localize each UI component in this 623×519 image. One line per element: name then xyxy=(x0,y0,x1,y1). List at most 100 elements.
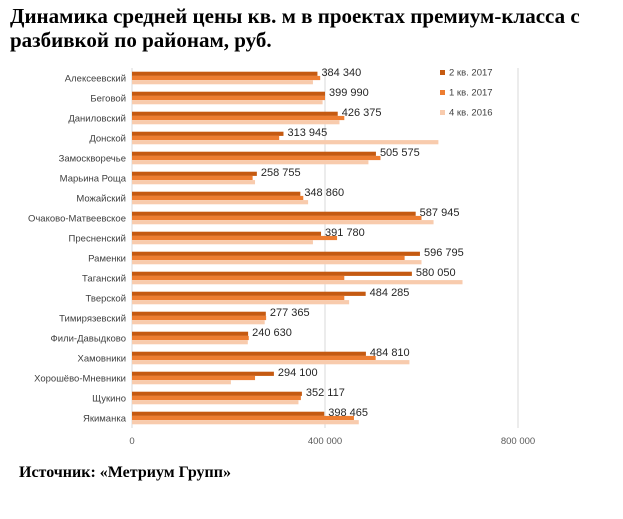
bar xyxy=(132,320,265,325)
data-label: 258 755 xyxy=(261,167,301,179)
bar xyxy=(132,171,257,176)
bar xyxy=(132,380,231,385)
bar xyxy=(132,375,256,381)
bar xyxy=(132,420,359,425)
bar xyxy=(132,240,313,245)
bar xyxy=(132,340,248,345)
bar xyxy=(132,151,376,156)
category-label: Раменки xyxy=(88,254,126,265)
bar xyxy=(132,131,284,136)
legend-label: 1 кв. 2017 xyxy=(449,88,493,99)
category-label: Очаково-Матвеевское xyxy=(28,214,126,225)
category-label: Даниловский xyxy=(68,114,126,125)
data-label: 240 630 xyxy=(252,327,292,339)
bar xyxy=(132,255,405,261)
bar xyxy=(132,115,345,121)
data-label: 384 340 xyxy=(321,67,361,79)
x-tick-label: 0 xyxy=(129,436,134,447)
bar xyxy=(132,160,369,165)
bar xyxy=(132,251,420,256)
data-label: 348 860 xyxy=(304,187,344,199)
category-label: Якиманка xyxy=(83,414,127,425)
legend-label: 4 кв. 2016 xyxy=(449,108,493,119)
bar xyxy=(132,415,354,421)
bar xyxy=(132,75,321,81)
x-tick-labels: 0 400 000 800 000 xyxy=(129,436,535,447)
data-label: 391 780 xyxy=(325,227,365,239)
bar xyxy=(132,300,350,305)
bar xyxy=(132,180,256,185)
data-label: 426 375 xyxy=(342,107,382,119)
bar xyxy=(132,275,345,281)
bar xyxy=(132,355,376,361)
data-labels: 384 340 399 990 426 375 313 945 505 575 258 7… xyxy=(252,67,464,419)
bar xyxy=(132,200,309,205)
data-label: 398 465 xyxy=(328,407,368,419)
category-label: Можайский xyxy=(76,194,126,205)
bar xyxy=(132,391,302,396)
bar xyxy=(132,80,313,85)
data-label: 484 285 xyxy=(370,287,410,299)
gridlines xyxy=(131,68,519,428)
bar xyxy=(132,395,301,401)
legend-label: 2 кв. 2017 xyxy=(449,68,493,79)
bar xyxy=(132,400,299,405)
legend-swatch xyxy=(440,110,445,115)
bar xyxy=(132,331,249,336)
bar xyxy=(132,211,416,216)
bar xyxy=(132,195,304,201)
bar xyxy=(132,191,301,196)
bar xyxy=(132,220,434,225)
bar xyxy=(132,295,345,301)
bar xyxy=(132,351,366,356)
bar xyxy=(132,371,274,376)
legend-swatch xyxy=(440,70,445,75)
legend: 2 кв. 2017 1 кв. 2017 4 кв. 2016 xyxy=(440,68,493,119)
bar xyxy=(132,280,463,285)
data-label: 294 100 xyxy=(278,367,318,379)
x-tick-label: 800 000 xyxy=(501,436,535,447)
bars xyxy=(132,71,463,425)
data-label: 484 810 xyxy=(370,347,410,359)
bar xyxy=(132,235,338,241)
category-label: Щукино xyxy=(92,394,126,405)
bar xyxy=(132,315,267,321)
bar xyxy=(132,411,325,416)
bar xyxy=(132,291,366,296)
category-label: Донской xyxy=(89,134,126,145)
category-label: Хорошёво-Мневники xyxy=(34,374,126,385)
bar xyxy=(132,360,410,365)
data-label: 596 795 xyxy=(424,247,464,259)
bar xyxy=(132,271,412,276)
bar xyxy=(132,135,280,141)
data-label: 277 365 xyxy=(270,307,310,319)
data-label: 505 575 xyxy=(380,147,420,159)
data-label: 580 050 xyxy=(416,267,456,279)
category-label: Тимирязевский xyxy=(59,314,126,325)
category-label: Алексеевский xyxy=(65,74,126,85)
bar xyxy=(132,335,249,341)
data-label: 313 945 xyxy=(287,127,327,139)
category-label: Таганский xyxy=(82,274,126,285)
data-label: 352 117 xyxy=(306,387,345,399)
category-label: Пресненский xyxy=(69,234,126,245)
data-label: 399 990 xyxy=(329,87,369,99)
category-label: Беговой xyxy=(90,94,126,105)
x-tick-label: 400 000 xyxy=(308,436,342,447)
bar xyxy=(132,260,422,265)
bar xyxy=(132,95,325,101)
bar xyxy=(132,175,253,181)
category-label: Марьина Роща xyxy=(60,174,127,185)
bar xyxy=(132,111,338,116)
bar xyxy=(132,311,266,316)
category-label: Тверской xyxy=(86,294,127,305)
bar xyxy=(132,100,323,105)
bar xyxy=(132,120,340,125)
bar xyxy=(132,155,381,161)
category-labels: Алексеевский Беговой Даниловский Донской Зам… xyxy=(28,74,127,425)
category-label: Хамовники xyxy=(78,354,127,365)
bar xyxy=(132,91,325,96)
bar xyxy=(132,71,318,76)
bar xyxy=(132,215,422,221)
